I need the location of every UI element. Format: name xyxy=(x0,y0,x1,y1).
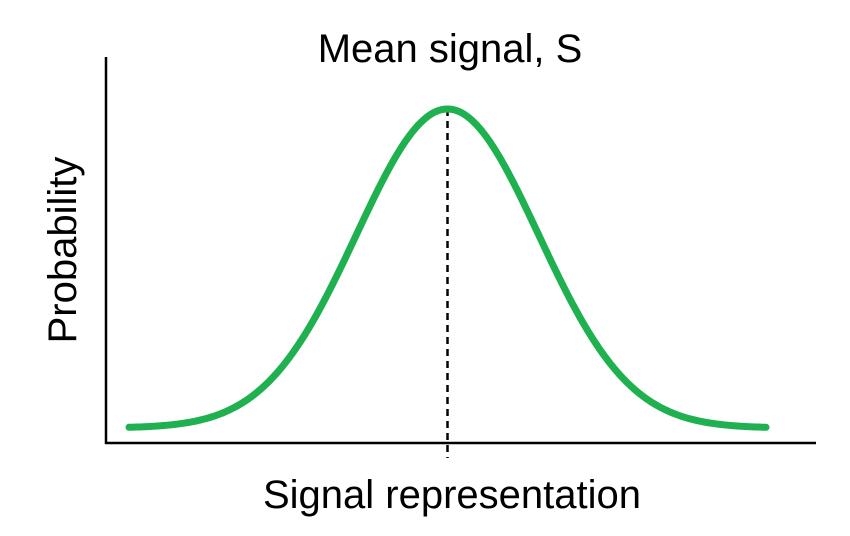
probability-density-curve xyxy=(125,105,770,431)
x-axis-label: Signal representation xyxy=(263,473,641,517)
y-axis-label: Probability xyxy=(41,157,85,344)
chart-title: Mean signal, S xyxy=(318,27,583,71)
